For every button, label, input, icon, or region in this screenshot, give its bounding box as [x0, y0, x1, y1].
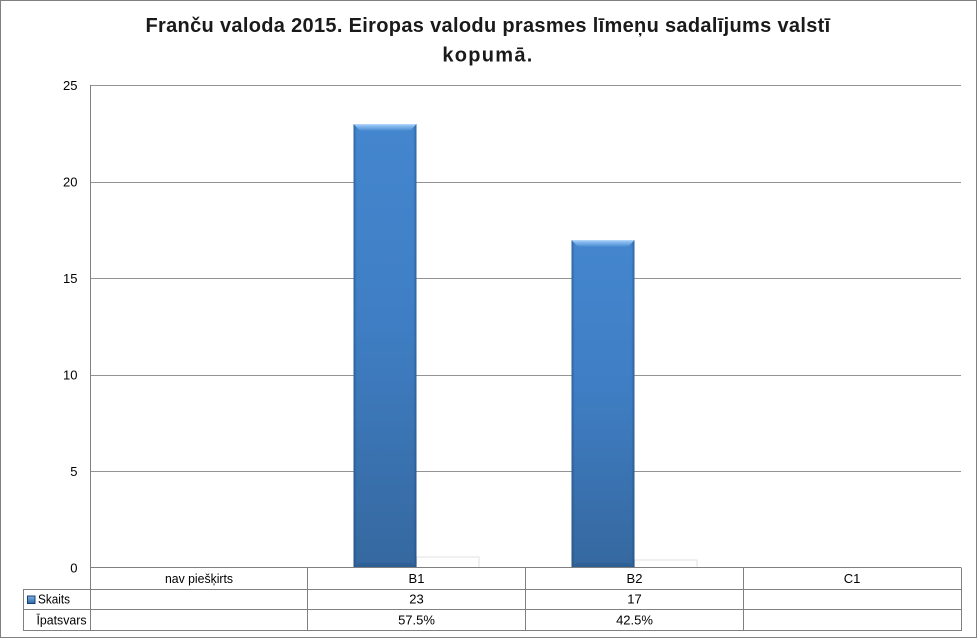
svg-text:Franču valoda 2015. Eiropas va: Franču valoda 2015. Eiropas valodu prasm…	[145, 15, 830, 37]
svg-text:25: 25	[63, 78, 77, 93]
svg-text:B2: B2	[627, 571, 643, 586]
svg-text:nav piešķirts: nav piešķirts	[165, 571, 233, 586]
svg-text:15: 15	[63, 271, 77, 286]
svg-text:kopumā.: kopumā.	[442, 45, 533, 67]
svg-text:Īpatsvars: Īpatsvars	[37, 613, 87, 628]
svg-text:20: 20	[63, 175, 77, 190]
svg-text:57.5%: 57.5%	[398, 613, 435, 628]
svg-text:10: 10	[63, 368, 77, 383]
svg-text:42.5%: 42.5%	[616, 613, 653, 628]
svg-text:Skaits: Skaits	[38, 592, 70, 607]
svg-text:23: 23	[409, 592, 423, 607]
svg-text:17: 17	[627, 592, 641, 607]
svg-text:B1: B1	[409, 571, 425, 586]
svg-text:C1: C1	[844, 571, 861, 586]
svg-text:5: 5	[70, 464, 77, 479]
svg-text:0: 0	[70, 561, 77, 576]
